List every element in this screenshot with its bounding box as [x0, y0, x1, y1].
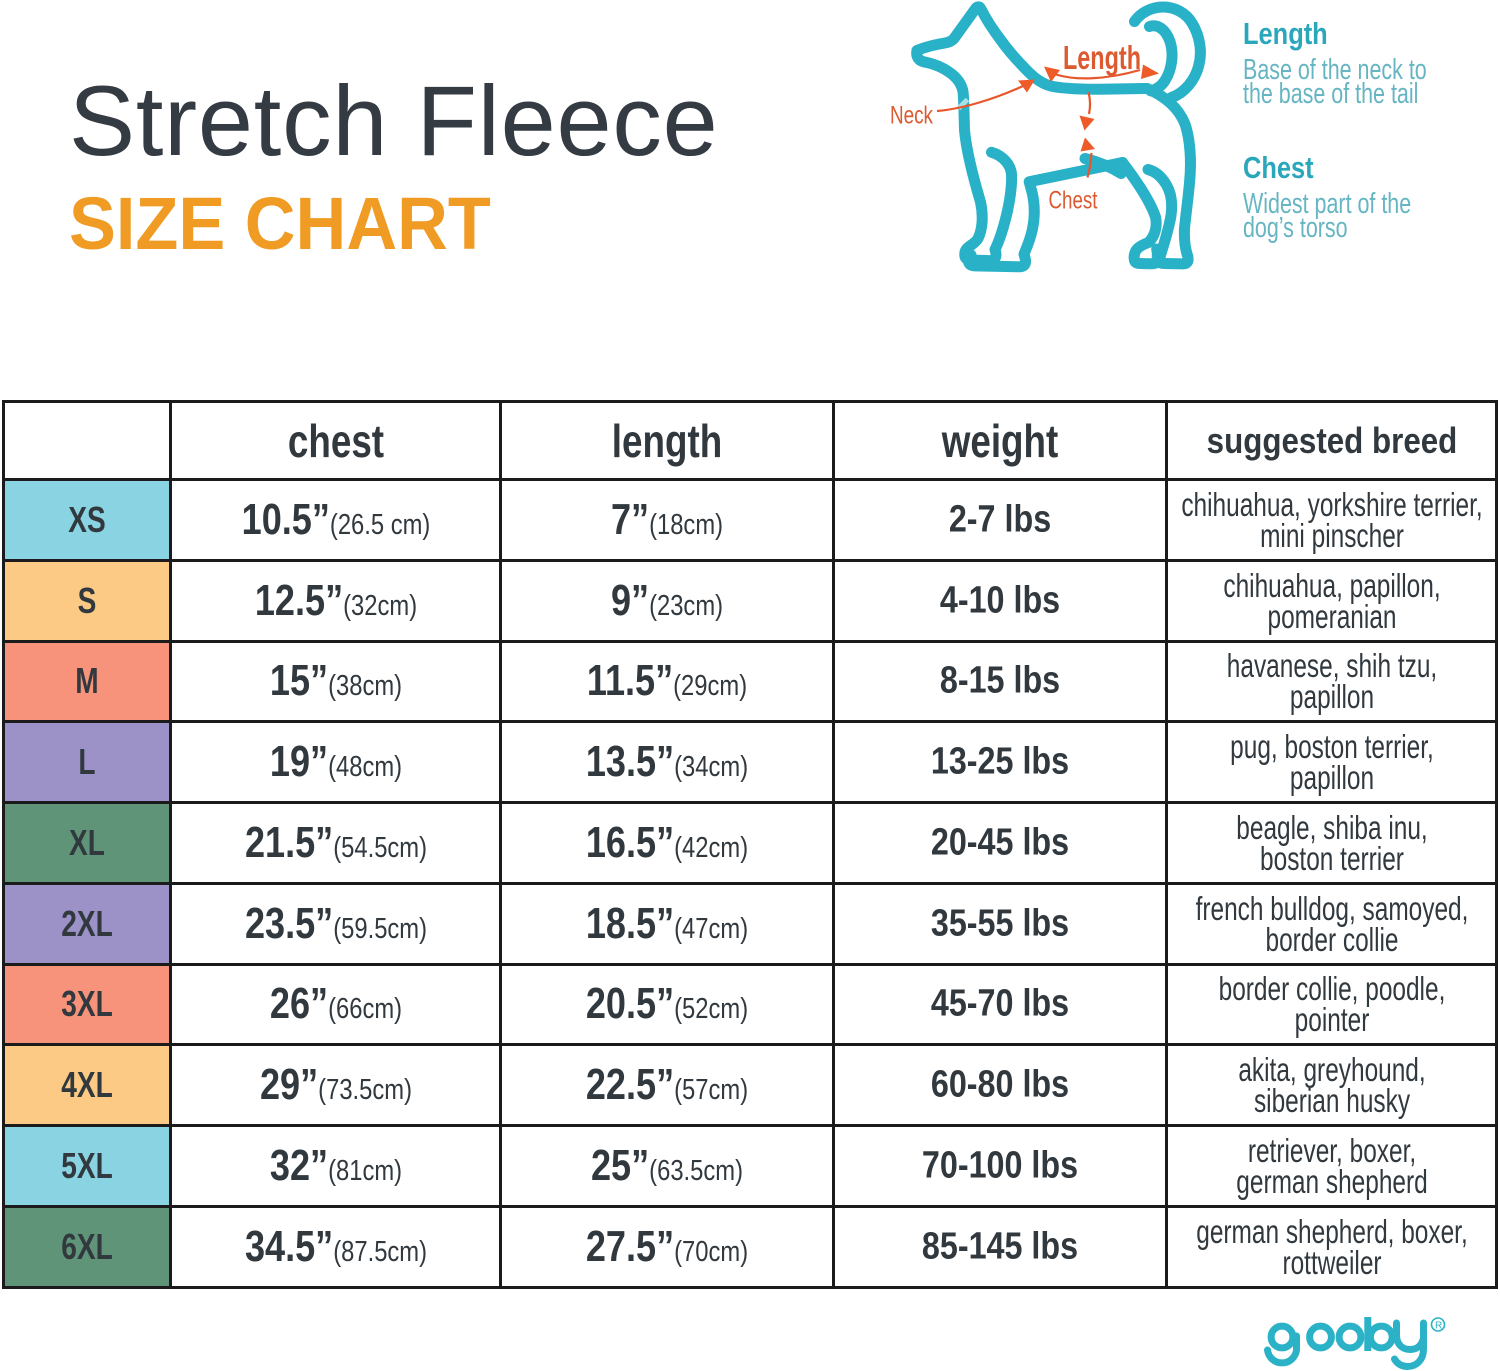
svg-text:Neck: Neck [890, 102, 933, 130]
svg-text:R: R [1435, 1320, 1442, 1331]
svg-text:Chest: Chest [1049, 187, 1098, 215]
svg-text:Length: Length [1063, 39, 1141, 76]
